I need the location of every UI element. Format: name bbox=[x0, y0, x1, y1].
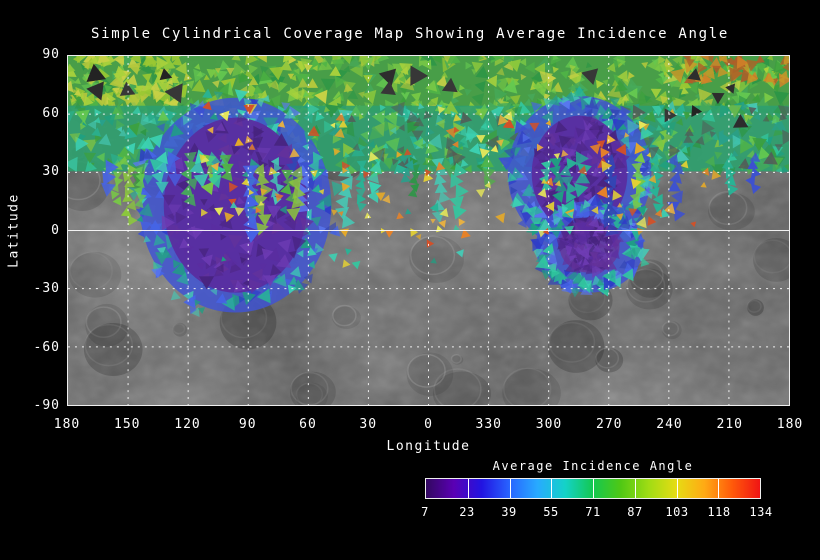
coverage-overlay bbox=[68, 56, 789, 318]
colorbar-tick bbox=[551, 479, 553, 498]
x-tick-label: 0 bbox=[424, 417, 433, 432]
x-tick-label: 180 bbox=[53, 417, 81, 432]
colorbar-tick bbox=[593, 479, 594, 498]
y-tick-label: -90 bbox=[33, 398, 60, 413]
y-tick-label: 60 bbox=[42, 105, 60, 121]
x-tick-label: 300 bbox=[535, 417, 563, 432]
map-canvas bbox=[68, 56, 789, 405]
colorbar-tick-label: 134 bbox=[749, 505, 773, 519]
x-tick-label: 120 bbox=[174, 417, 201, 432]
colorbar-tick bbox=[634, 479, 636, 498]
y-tick-label: -30 bbox=[33, 281, 60, 296]
colorbar-tick bbox=[676, 479, 678, 498]
colorbar-tick-label: 39 bbox=[501, 505, 517, 519]
y-tick-label: 90 bbox=[42, 47, 60, 62]
x-tick-label: 330 bbox=[475, 417, 502, 432]
x-tick-label: 270 bbox=[596, 417, 623, 432]
x-tick-label: 60 bbox=[299, 417, 317, 432]
colorbar-tick-label: 103 bbox=[665, 505, 689, 519]
colorbar-tick bbox=[467, 479, 469, 498]
x-tick-label: 210 bbox=[716, 417, 743, 432]
colorbar-title: Average Incidence Angle bbox=[492, 459, 694, 473]
y-tick-label: -60 bbox=[33, 339, 60, 355]
x-tick-label: 180 bbox=[776, 417, 804, 432]
colorbar-tick-label: 71 bbox=[585, 505, 601, 519]
y-tick-label: 0 bbox=[51, 222, 60, 238]
x-tick-label: 90 bbox=[238, 417, 257, 432]
y-tick-label: 30 bbox=[42, 164, 60, 179]
x-tick-label: 240 bbox=[656, 417, 683, 432]
colorbar-tick bbox=[509, 479, 511, 498]
colorbar-tick-label: 7 bbox=[421, 505, 429, 519]
x-tick-label: 30 bbox=[359, 417, 378, 432]
x-axis-label: Longitude bbox=[386, 439, 471, 454]
x-tick-label: 150 bbox=[114, 417, 141, 432]
colorbar-gradient bbox=[425, 478, 761, 499]
colorbar-tick-label: 55 bbox=[543, 505, 559, 519]
chart-title: Simple Cylindrical Coverage Map Showing … bbox=[90, 26, 730, 42]
colorbar-tick bbox=[718, 479, 720, 498]
colorbar-tick-label: 87 bbox=[627, 505, 643, 519]
colorbar-tick-label: 118 bbox=[707, 505, 731, 519]
grid-lines bbox=[68, 56, 789, 405]
colorbar-tick-label: 23 bbox=[459, 505, 475, 519]
map-plot-area bbox=[67, 55, 790, 406]
